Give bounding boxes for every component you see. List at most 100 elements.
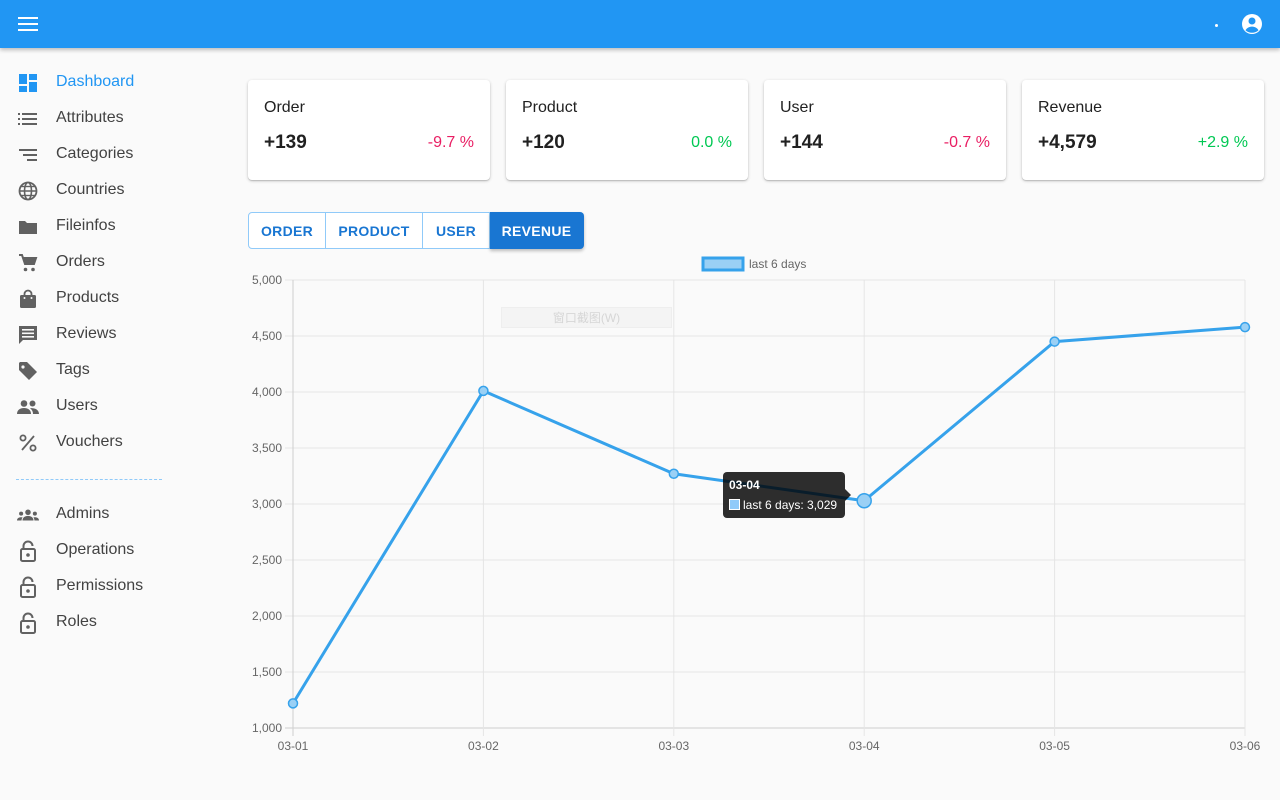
sidebar-item-label: Countries (56, 181, 125, 198)
sidebar-item-label: Tags (56, 361, 90, 378)
sidebar-item-label: Orders (56, 253, 105, 270)
folder-icon (17, 216, 39, 238)
data-point (1239, 321, 1251, 333)
globe-icon (17, 180, 39, 202)
sidebar-item-roles[interactable]: Roles (0, 604, 176, 640)
card-delta: +2.9 % (1197, 134, 1248, 151)
sidebar-item-fileinfos[interactable]: Fileinfos (0, 208, 176, 244)
y-tick-label: 4,000 (252, 385, 282, 399)
sidebar-item-attributes[interactable]: Attributes (0, 100, 176, 136)
sidebar-item-label: Reviews (56, 325, 117, 342)
card-value: +4,579 (1038, 132, 1097, 153)
card-value: +120 (522, 132, 565, 153)
sidebar-item-reviews[interactable]: Reviews (0, 316, 176, 352)
x-tick-label: 03-04 (849, 739, 880, 753)
chart-tooltip: 03-04 last 6 days: 3,029 (723, 472, 851, 518)
data-point (1049, 336, 1060, 347)
sidebar-item-label: Roles (56, 613, 97, 630)
x-tick-label: 03-05 (1039, 739, 1070, 753)
data-point (668, 468, 680, 480)
shopping-bag-icon (17, 288, 39, 310)
y-tick-label: 3,500 (252, 441, 282, 455)
sidebar-item-label: Vouchers (56, 433, 123, 450)
sidebar-divider (16, 479, 162, 480)
groups-icon (17, 504, 39, 526)
tag-icon (17, 360, 39, 382)
y-tick-label: 4,500 (252, 329, 282, 343)
tooltip-text: last 6 days: 3,029 (743, 498, 838, 512)
sidebar-item-label: Dashboard (56, 73, 135, 90)
data-point (856, 493, 872, 509)
menu-icon[interactable] (12, 8, 44, 40)
x-tick-label: 03-06 (1230, 739, 1261, 753)
account-circle-icon[interactable] (1238, 10, 1266, 38)
card-delta: -9.7 % (427, 134, 474, 151)
sidebar-item-label: Products (56, 289, 120, 306)
tooltip-title: 03-04 (729, 478, 760, 492)
x-tick-label: 03-01 (278, 739, 309, 753)
sidebar-item-categories[interactable]: Categories (0, 136, 176, 172)
legend-label: last 6 days (749, 257, 806, 271)
y-tick-label: 2,000 (252, 609, 282, 623)
sidebar-item-label: Permissions (56, 577, 144, 594)
tab-revenue[interactable]: REVENUE (490, 212, 584, 249)
y-tick-label: 1,500 (252, 665, 282, 679)
sidebar-item-label: Categories (56, 145, 134, 162)
sidebar-item-label: Users (56, 397, 98, 414)
stat-card-user: User +144 -0.7 % (764, 80, 1006, 180)
y-tick-label: 5,000 (252, 273, 282, 287)
cart-icon (17, 252, 39, 274)
x-tick-label: 03-03 (658, 739, 689, 753)
sidebar-item-label: Operations (56, 541, 135, 558)
sidebar-item-label: Fileinfos (56, 217, 116, 234)
tab-user[interactable]: USER (423, 212, 490, 249)
tab-product[interactable]: PRODUCT (326, 212, 423, 249)
sidebar-item-products[interactable]: Products (0, 280, 176, 316)
tab-order[interactable]: ORDER (248, 212, 326, 249)
sidebar-item-permissions[interactable]: Permissions (0, 568, 176, 604)
stat-card-order: Order +139 -9.7 % (248, 80, 490, 180)
y-tick-label: 1,000 (252, 721, 282, 735)
sort-icon (17, 144, 39, 166)
sidebar-item-users[interactable]: Users (0, 388, 176, 424)
lock-open-icon (17, 540, 39, 562)
card-title: Revenue (1038, 99, 1103, 116)
sidebar: Dashboard Attributes Categories Countrie… (0, 48, 176, 800)
card-title: Order (264, 99, 305, 116)
lock-open-icon (17, 576, 39, 598)
y-tick-label: 3,000 (252, 497, 282, 511)
card-title: User (780, 99, 814, 116)
stat-card-revenue: Revenue +4,579 +2.9 % (1022, 80, 1264, 180)
stat-card-product: Product +120 0.0 % (506, 80, 748, 180)
data-point (478, 385, 489, 397)
list-icon (17, 108, 39, 130)
lock-open-icon (17, 612, 39, 634)
sidebar-item-label: Admins (56, 505, 110, 522)
sidebar-item-operations[interactable]: Operations (0, 532, 176, 568)
card-delta: 0.0 % (691, 134, 732, 151)
sidebar-item-orders[interactable]: Orders (0, 244, 176, 280)
chart-tab-group: ORDER PRODUCT USER REVENUE (248, 212, 584, 249)
legend-swatch (701, 256, 745, 272)
tooltip-swatch (729, 499, 740, 510)
sidebar-item-admins[interactable]: Admins (0, 496, 176, 532)
y-tick-label: 2,500 (252, 553, 282, 567)
tooltip-caret (845, 489, 851, 501)
screenshot-overlay-label: 窗口截图(W) (501, 307, 672, 328)
sidebar-item-vouchers[interactable]: Vouchers (0, 424, 176, 460)
sidebar-item-countries[interactable]: Countries (0, 172, 176, 208)
sidebar-item-label: Attributes (56, 109, 124, 126)
sidebar-item-dashboard[interactable]: Dashboard (0, 64, 176, 100)
card-value: +144 (780, 132, 823, 153)
sidebar-item-tags[interactable]: Tags (0, 352, 176, 388)
percent-icon (17, 432, 39, 454)
x-tick-label: 03-02 (468, 739, 499, 753)
revenue-line-chart: 1,000 1,500 2,000 2,500 3,000 3,500 4,000 4,500… (252, 256, 1261, 753)
card-value: +139 (264, 132, 307, 153)
status-dot (1215, 24, 1218, 27)
data-point (287, 698, 299, 709)
comment-icon (17, 324, 39, 346)
card-title: Product (522, 99, 578, 116)
card-delta: -0.7 % (943, 134, 990, 151)
dashboard-icon (17, 72, 39, 94)
